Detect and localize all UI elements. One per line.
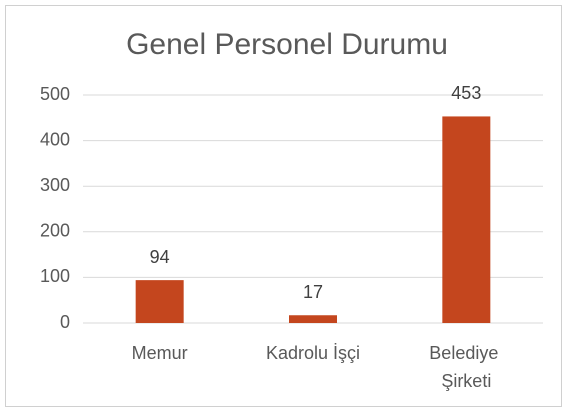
bar — [442, 116, 491, 323]
bar — [289, 315, 337, 323]
y-tick-label: 200 — [40, 221, 70, 241]
chart-title: Genel Personel Durumu — [126, 28, 448, 61]
y-tick-label: 300 — [40, 175, 70, 195]
y-tick-label: 400 — [40, 129, 70, 149]
bar — [135, 280, 184, 323]
x-tick-label: Memur — [132, 343, 188, 363]
x-tick-label: Belediye Şirketi — [429, 343, 503, 391]
y-tick-label: 500 — [40, 84, 70, 104]
data-label: 453 — [451, 83, 481, 103]
y-tick-label: 0 — [60, 312, 70, 332]
data-label: 94 — [150, 247, 170, 267]
y-tick-label: 100 — [40, 266, 70, 286]
x-tick-label: Kadrolu İşçi — [266, 343, 360, 363]
data-label: 17 — [303, 282, 323, 302]
